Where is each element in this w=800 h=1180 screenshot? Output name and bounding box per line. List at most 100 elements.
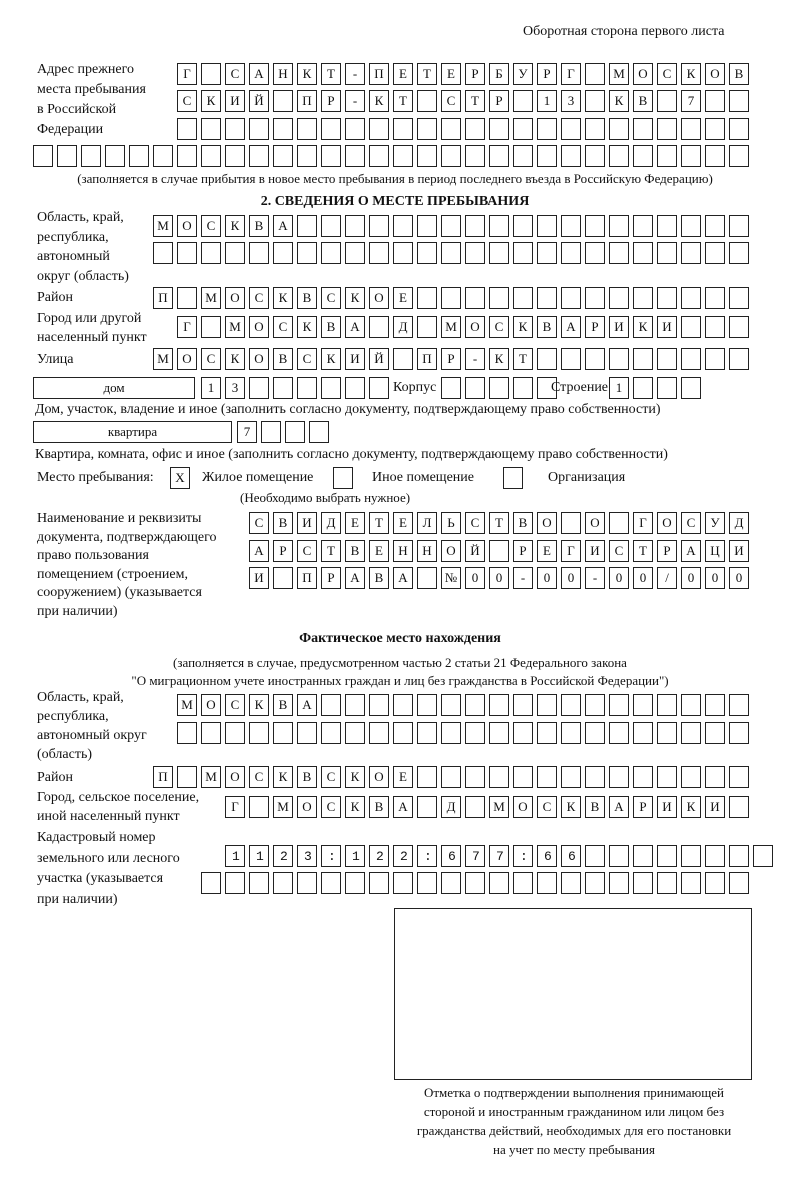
char-cell[interactable] <box>129 145 149 167</box>
char-cell[interactable] <box>393 722 413 744</box>
char-cell[interactable] <box>633 348 653 370</box>
char-cell[interactable]: Й <box>249 90 269 112</box>
char-cell[interactable] <box>657 242 677 264</box>
char-cell[interactable]: С <box>201 348 221 370</box>
char-cell[interactable] <box>585 215 605 237</box>
char-cell[interactable] <box>441 215 461 237</box>
char-cell[interactable] <box>705 694 725 716</box>
char-cell[interactable] <box>345 145 365 167</box>
char-cell[interactable] <box>465 796 485 818</box>
char-cell[interactable] <box>465 118 485 140</box>
char-cell[interactable] <box>537 348 557 370</box>
char-cell[interactable] <box>705 145 725 167</box>
char-cell[interactable]: Н <box>273 63 293 85</box>
char-cell[interactable] <box>609 215 629 237</box>
char-cell[interactable] <box>201 316 221 338</box>
char-cell[interactable]: Т <box>321 540 341 562</box>
char-cell[interactable]: А <box>393 567 413 589</box>
char-cell[interactable]: П <box>153 766 173 788</box>
char-cell[interactable]: Е <box>441 63 461 85</box>
char-cell[interactable] <box>441 694 461 716</box>
char-cell[interactable] <box>537 694 557 716</box>
char-cell[interactable]: С <box>489 316 509 338</box>
char-cell[interactable]: № <box>441 567 461 589</box>
char-cell[interactable]: В <box>273 694 293 716</box>
char-cell[interactable] <box>417 90 437 112</box>
char-cell[interactable]: Г <box>177 63 197 85</box>
char-cell[interactable] <box>585 766 605 788</box>
char-cell[interactable]: О <box>369 766 389 788</box>
char-cell[interactable]: О <box>249 316 269 338</box>
char-cell[interactable] <box>609 348 629 370</box>
char-cell[interactable]: С <box>249 766 269 788</box>
char-cell[interactable] <box>273 145 293 167</box>
char-cell[interactable]: Т <box>489 512 509 534</box>
char-cell[interactable]: С <box>225 63 245 85</box>
char-cell[interactable] <box>345 722 365 744</box>
char-cell[interactable] <box>657 118 677 140</box>
char-cell[interactable] <box>201 242 221 264</box>
char-cell[interactable]: Д <box>321 512 341 534</box>
char-cell[interactable]: А <box>297 694 317 716</box>
char-cell[interactable] <box>201 722 221 744</box>
char-cell[interactable] <box>57 145 77 167</box>
char-cell[interactable]: 0 <box>489 567 509 589</box>
char-cell[interactable]: Й <box>369 348 389 370</box>
char-cell[interactable]: К <box>297 63 317 85</box>
char-cell[interactable]: М <box>201 766 221 788</box>
char-cell[interactable]: О <box>177 215 197 237</box>
char-cell[interactable] <box>249 722 269 744</box>
char-cell[interactable] <box>273 722 293 744</box>
char-cell[interactable]: М <box>153 215 173 237</box>
stay-checkbox-residential[interactable]: Х <box>170 467 190 489</box>
char-cell[interactable] <box>489 377 509 399</box>
char-cell[interactable]: О <box>369 287 389 309</box>
char-cell[interactable] <box>729 872 749 894</box>
char-cell[interactable] <box>705 90 725 112</box>
char-cell[interactable] <box>657 90 677 112</box>
char-cell[interactable]: Р <box>657 540 677 562</box>
char-cell[interactable] <box>321 118 341 140</box>
char-cell[interactable]: 3 <box>225 377 245 399</box>
char-cell[interactable] <box>417 872 437 894</box>
char-cell[interactable] <box>105 145 125 167</box>
char-cell[interactable] <box>729 845 749 867</box>
char-cell[interactable] <box>345 872 365 894</box>
char-cell[interactable]: Г <box>633 512 653 534</box>
char-cell[interactable]: О <box>513 796 533 818</box>
char-cell[interactable]: Р <box>585 316 605 338</box>
char-cell[interactable] <box>513 872 533 894</box>
char-cell[interactable] <box>633 118 653 140</box>
char-cell[interactable] <box>489 215 509 237</box>
char-cell[interactable] <box>561 694 581 716</box>
char-cell[interactable] <box>225 845 245 867</box>
char-cell[interactable] <box>417 845 437 867</box>
char-cell[interactable]: Б <box>489 63 509 85</box>
char-cell[interactable] <box>561 512 581 534</box>
char-cell[interactable]: В <box>633 90 653 112</box>
char-cell[interactable]: Д <box>441 796 461 818</box>
char-cell[interactable] <box>585 694 605 716</box>
char-cell[interactable]: С <box>201 215 221 237</box>
char-cell[interactable] <box>201 63 221 85</box>
char-cell[interactable]: К <box>633 316 653 338</box>
char-cell[interactable] <box>513 845 533 867</box>
char-cell[interactable] <box>489 722 509 744</box>
char-cell[interactable] <box>297 215 317 237</box>
char-cell[interactable] <box>369 242 389 264</box>
char-cell[interactable]: В <box>345 540 365 562</box>
char-cell[interactable] <box>177 145 197 167</box>
char-cell[interactable]: 0 <box>609 567 629 589</box>
char-cell[interactable]: Л <box>417 512 437 534</box>
char-cell[interactable] <box>729 766 749 788</box>
char-cell[interactable] <box>177 118 197 140</box>
flat-type-field[interactable]: квартира <box>33 421 232 443</box>
char-cell[interactable] <box>321 377 341 399</box>
char-cell[interactable] <box>537 845 557 867</box>
char-cell[interactable] <box>609 694 629 716</box>
char-cell[interactable]: Р <box>489 90 509 112</box>
char-cell[interactable]: 0 <box>633 567 653 589</box>
char-cell[interactable] <box>441 118 461 140</box>
char-cell[interactable] <box>321 145 341 167</box>
char-cell[interactable] <box>585 872 605 894</box>
